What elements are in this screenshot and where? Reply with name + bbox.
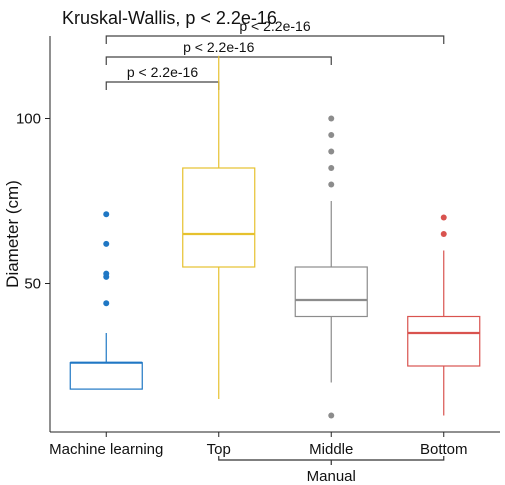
box-body [69,362,143,390]
outlier-point [328,115,335,122]
comparison-bracket [105,81,220,90]
x-tick-label: Machine learning [49,441,163,458]
y-tick-label: 100 [16,111,41,128]
outlier-point [103,300,110,307]
outlier-point [328,181,335,188]
outlier-point [328,412,335,419]
x-tick-label: Bottom [420,441,468,458]
x-axis-ticks: Machine learning Top Middle Bottom [49,432,468,458]
comparison-label: p < 2.2e-16 [183,39,254,55]
comparison-bracket [105,35,445,44]
box-series [69,55,481,419]
box-bottom [407,214,481,416]
box-middle [294,115,368,419]
box-body [294,266,368,318]
y-axis-title: Diameter (cm) [3,180,22,288]
outlier-point [328,165,335,171]
comparison-label: p < 2.2e-16 [239,18,310,34]
box-body [182,167,256,268]
outlier-point [440,231,447,237]
y-tick-label: 50 [24,276,41,293]
comparison-brackets: p < 2.2e-16 p < 2.2e-16 p < 2.2e-16 [105,18,445,90]
group-bracket [218,456,445,465]
x-tick-label: Middle [309,441,353,458]
outlier-point [103,270,110,277]
outlier-point [328,132,335,138]
chart-title: Kruskal-Wallis, p < 2.2e-16 [62,8,277,28]
outlier-point [103,211,110,218]
category-group: Manual [218,456,445,485]
outlier-point [328,148,335,155]
box-body [407,315,481,367]
comparison-label: p < 2.2e-16 [127,64,198,80]
box-top [182,55,256,399]
x-tick-label: Top [207,441,231,458]
outlier-point [103,240,110,247]
outlier-point [440,214,447,221]
y-axis-ticks: 50 100 [16,111,50,293]
group-label: Manual [307,468,356,485]
box-machine-learning [69,211,143,390]
